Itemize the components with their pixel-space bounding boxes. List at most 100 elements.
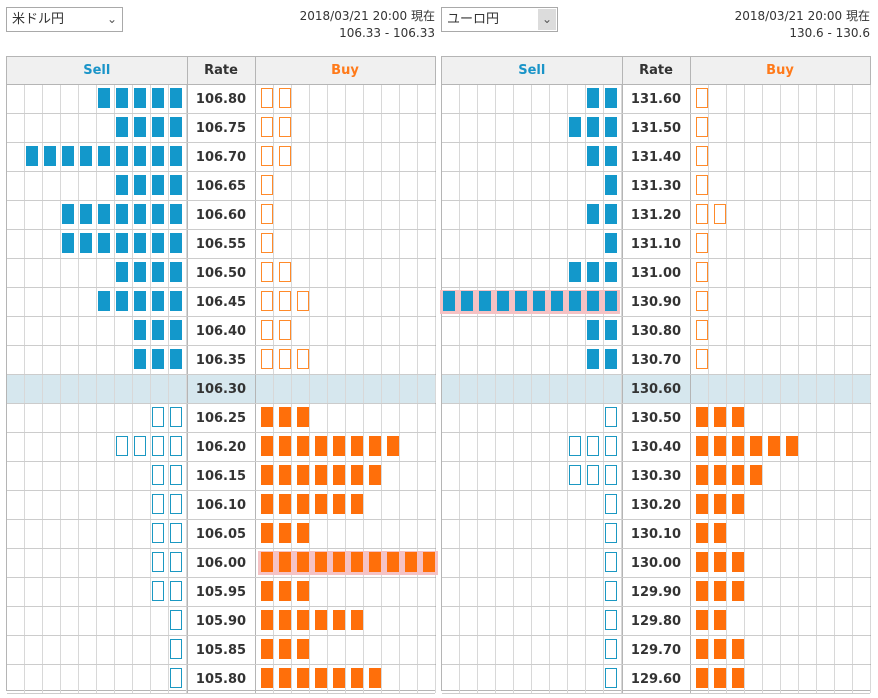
buy-order-bar bbox=[260, 320, 273, 340]
buy-order-bar bbox=[278, 88, 291, 108]
price-row: 131.20 bbox=[442, 200, 871, 230]
grid-columns bbox=[691, 433, 871, 461]
rate-cell: 130.80 bbox=[621, 316, 691, 346]
sell-cell bbox=[7, 432, 187, 462]
rate-cell: 129.70 bbox=[621, 635, 691, 665]
sell-cell bbox=[442, 316, 622, 346]
buy-cell bbox=[690, 664, 871, 694]
buy-bar-group bbox=[258, 523, 312, 545]
buy-cell bbox=[255, 113, 436, 143]
buy-order-bar bbox=[713, 407, 726, 427]
buy-bar-group bbox=[258, 320, 294, 342]
sell-bar-group bbox=[113, 117, 185, 139]
currency-select-value: 米ドル円 bbox=[12, 12, 65, 27]
buy-order-bar bbox=[350, 552, 363, 572]
sell-order-bar bbox=[604, 436, 617, 456]
rate-cell: 129.90 bbox=[621, 577, 691, 607]
price-row: 106.25 bbox=[7, 403, 436, 433]
rate-cell: 106.70 bbox=[186, 142, 256, 172]
currency-select-usdjpy[interactable]: 米ドル円 ⌄ bbox=[6, 7, 123, 32]
sell-order-bar bbox=[151, 523, 164, 543]
sell-order-bar bbox=[61, 233, 74, 253]
sell-bar-group bbox=[602, 523, 620, 545]
sell-bar-group bbox=[602, 668, 620, 690]
price-row: 105.95 bbox=[7, 577, 436, 607]
buy-order-bar bbox=[731, 581, 744, 601]
buy-order-bar bbox=[368, 436, 381, 456]
sell-cell bbox=[7, 200, 187, 230]
grid-columns bbox=[7, 143, 187, 171]
sell-bar-group bbox=[59, 204, 185, 226]
grid-columns bbox=[442, 462, 622, 490]
sell-order-bar bbox=[604, 175, 617, 195]
buy-order-bar bbox=[296, 552, 309, 572]
buy-cell bbox=[255, 171, 436, 201]
sell-bar-group bbox=[113, 436, 185, 458]
price-row: 106.80 bbox=[7, 84, 436, 114]
grid-columns bbox=[256, 491, 436, 519]
price-row: 106.05 bbox=[7, 519, 436, 549]
buy-order-bar bbox=[278, 291, 291, 311]
price-row: 131.30 bbox=[442, 171, 871, 201]
grid-columns bbox=[7, 375, 187, 403]
buy-order-bar bbox=[695, 581, 708, 601]
buy-order-bar bbox=[260, 552, 273, 572]
buy-order-bar bbox=[278, 320, 291, 340]
currency-select-eurjpy[interactable]: ユーロ円 ⌄ bbox=[441, 7, 558, 32]
grid-columns bbox=[691, 491, 871, 519]
sell-bar-group bbox=[584, 204, 620, 226]
grid-columns bbox=[442, 259, 622, 287]
sell-bar-group bbox=[566, 262, 620, 284]
left-timestamp-block: 2018/03/21 20:00 現在 106.33 - 106.33 bbox=[300, 8, 435, 42]
buy-order-bar bbox=[278, 465, 291, 485]
buy-order-bar bbox=[314, 610, 327, 630]
buy-cell bbox=[255, 287, 436, 317]
grid-columns bbox=[442, 665, 622, 693]
grid-columns bbox=[256, 520, 436, 548]
sell-bar-group bbox=[439, 290, 620, 314]
buy-order-bar bbox=[350, 465, 363, 485]
order-book-table: Sell Rate Buy 131.60 131.50 131.40 131.30 131.2… bbox=[439, 57, 871, 694]
buy-bar-group bbox=[258, 233, 276, 255]
grid-columns bbox=[7, 288, 187, 316]
buy-order-bar bbox=[695, 262, 708, 282]
sell-order-bar bbox=[169, 436, 182, 456]
buy-order-bar bbox=[368, 465, 381, 485]
buy-order-bar bbox=[386, 436, 399, 456]
buy-bar-group bbox=[258, 610, 366, 632]
sell-order-bar bbox=[604, 291, 617, 311]
grid-columns bbox=[442, 607, 622, 635]
buy-order-bar bbox=[314, 552, 327, 572]
sell-order-bar bbox=[169, 639, 182, 659]
buy-order-bar bbox=[314, 494, 327, 514]
buy-order-bar bbox=[695, 494, 708, 514]
grid-columns bbox=[256, 259, 436, 287]
sell-order-bar bbox=[115, 146, 128, 166]
buy-cell bbox=[690, 606, 871, 636]
grid-columns bbox=[442, 375, 622, 403]
price-row: 130.20 bbox=[442, 490, 871, 520]
sell-bar-group bbox=[149, 552, 185, 574]
sell-cell bbox=[7, 374, 187, 404]
grid-columns bbox=[7, 230, 187, 258]
sell-order-bar bbox=[151, 552, 164, 572]
grid-columns bbox=[442, 578, 622, 606]
grid-columns bbox=[442, 143, 622, 171]
price-row: 105.85 bbox=[7, 635, 436, 665]
sell-cell bbox=[7, 142, 187, 172]
buy-order-bar bbox=[713, 523, 726, 543]
price-row: 106.50 bbox=[7, 258, 436, 288]
grid-columns bbox=[442, 404, 622, 432]
sell-order-bar bbox=[169, 291, 182, 311]
sell-bar-group bbox=[602, 233, 620, 255]
buy-bar-group bbox=[693, 320, 711, 342]
grid-columns bbox=[691, 114, 871, 142]
buy-order-bar bbox=[695, 523, 708, 543]
sell-order-bar bbox=[586, 349, 599, 369]
rate-cell: 131.00 bbox=[621, 258, 691, 288]
sell-cell bbox=[7, 577, 187, 607]
sell-order-bar bbox=[61, 146, 74, 166]
buy-order-bar bbox=[713, 436, 726, 456]
sell-order-bar bbox=[604, 407, 617, 427]
grid-columns bbox=[691, 607, 871, 635]
